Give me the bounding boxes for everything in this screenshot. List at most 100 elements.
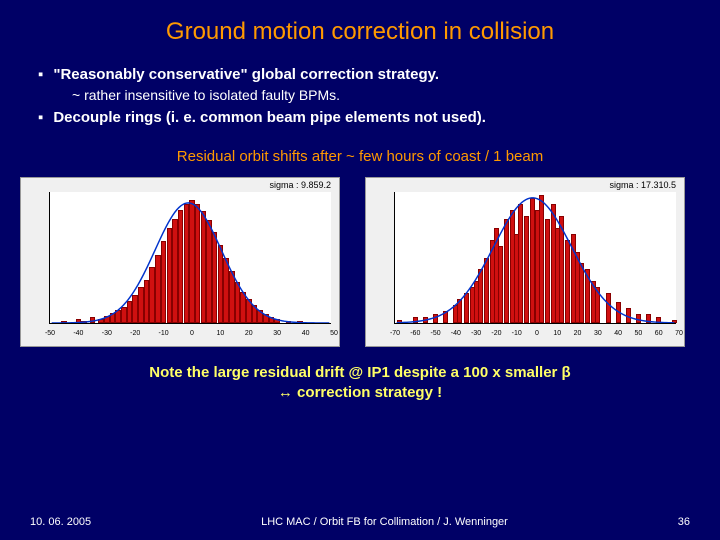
histogram-bar <box>484 258 489 324</box>
x-tick-label: -70 <box>390 330 400 337</box>
histogram-bar <box>565 240 570 323</box>
histogram-bar <box>252 305 258 323</box>
bullet-text: Decouple rings (i. e. common beam pipe e… <box>53 109 486 126</box>
x-tick-label: -40 <box>73 330 83 337</box>
histogram-bar <box>206 220 212 323</box>
footer-page: 36 <box>678 516 690 528</box>
histogram-bar <box>478 269 483 323</box>
x-tick-label: 30 <box>273 330 281 337</box>
histogram-bar <box>257 310 263 323</box>
histogram-bar <box>132 295 138 323</box>
histogram-bar <box>539 195 544 323</box>
x-tick-label: 20 <box>574 330 582 337</box>
histogram-bar <box>656 317 661 323</box>
footer-note: Note the large residual drift @ IP1 desp… <box>0 363 720 402</box>
bullet-marker: ▪ <box>38 109 43 126</box>
sigma-top-text: sigma : 17.310.5 <box>609 180 676 190</box>
histogram-bar <box>397 320 402 323</box>
histogram-bar <box>240 292 246 323</box>
histogram-bar <box>559 216 564 323</box>
x-tick-label: 0 <box>190 330 194 337</box>
histogram-bar <box>518 204 523 323</box>
footer-note-line2: ↔ correction strategy ! <box>278 384 442 401</box>
histogram-bar <box>127 301 133 323</box>
plot-area: -50-40-30-20-1001020304050 <box>49 192 331 324</box>
x-tick-label: 40 <box>302 330 310 337</box>
footer-date: 10. 06. 2005 <box>30 516 91 528</box>
slide-title: Ground motion correction in collision <box>0 0 720 46</box>
x-tick-label: 50 <box>635 330 643 337</box>
histogram-bar <box>212 232 218 323</box>
histogram-bar <box>167 228 173 323</box>
histogram-bar <box>274 319 280 323</box>
histogram-bar <box>646 314 651 323</box>
x-tick-label: 30 <box>594 330 602 337</box>
x-tick-label: -20 <box>491 330 501 337</box>
histogram-bar <box>263 314 269 323</box>
chart-primary-coll: Primary Coll. σ =10 μm sigma : 9.859.2 -… <box>20 175 355 347</box>
histogram-bar <box>61 321 67 323</box>
histogram-bar <box>90 317 96 323</box>
histogram-bar <box>195 204 201 323</box>
histogram-bar <box>223 258 229 324</box>
bullet-list: ▪ "Reasonably conservative" global corre… <box>0 46 720 126</box>
histogram-bar <box>98 319 104 323</box>
bullet-item: ▪ "Reasonably conservative" global corre… <box>38 66 682 83</box>
chart-canvas: sigma : 17.310.5 -70-60-50-40-30-20-1001… <box>365 177 685 347</box>
x-tick-label: 20 <box>245 330 253 337</box>
histogram-bar <box>595 287 600 323</box>
x-tick-label: -30 <box>102 330 112 337</box>
histogram-bar <box>76 319 82 323</box>
x-tick-label: 70 <box>675 330 683 337</box>
histogram-bar <box>636 314 641 323</box>
histogram-bar <box>524 216 529 323</box>
histogram-bar <box>606 293 611 323</box>
x-tick-label: 50 <box>330 330 338 337</box>
histogram-bar <box>235 282 241 323</box>
histogram-bar <box>286 321 292 323</box>
x-tick-label: 0 <box>535 330 539 337</box>
x-tick-label: -10 <box>512 330 522 337</box>
histogram-bar <box>413 317 418 323</box>
histogram-bar <box>81 321 87 323</box>
x-tick-label: -50 <box>431 330 441 337</box>
histogram-bar <box>297 321 303 323</box>
histogram-bar <box>579 263 584 323</box>
histogram-bar <box>115 310 121 323</box>
x-tick-label: 10 <box>553 330 561 337</box>
histogram-bar <box>504 219 509 323</box>
histogram-bar <box>545 219 550 323</box>
sigma-top-text: sigma : 9.859.2 <box>269 180 331 190</box>
histogram-bar <box>104 316 110 323</box>
x-tick-label: -10 <box>159 330 169 337</box>
x-tick-label: 60 <box>655 330 663 337</box>
plot-area: -70-60-50-40-30-20-10010203040506070 <box>394 192 676 324</box>
x-tick-label: -20 <box>130 330 140 337</box>
histogram-bar <box>155 255 161 323</box>
histogram-bar <box>457 299 462 323</box>
histogram-bar <box>149 267 155 323</box>
bullet-text: "Reasonably conservative" global correct… <box>53 66 439 83</box>
bullet-marker: ▪ <box>38 66 43 83</box>
x-tick-label: -40 <box>451 330 461 337</box>
histogram-bar <box>443 311 448 323</box>
histogram-bar <box>269 317 275 323</box>
x-tick-label: -30 <box>471 330 481 337</box>
x-tick-label: 40 <box>614 330 622 337</box>
footer-note-line1: Note the large residual drift @ IP1 desp… <box>149 364 570 381</box>
histogram-bar <box>585 269 590 323</box>
histogram-bar <box>246 299 252 323</box>
x-tick-label: -60 <box>410 330 420 337</box>
histogram-bar <box>423 317 428 323</box>
histogram-bar <box>626 308 631 323</box>
histogram-bar <box>464 293 469 323</box>
sub-bullet: ~ rather insensitive to isolated faulty … <box>72 87 682 103</box>
histogram-bar <box>229 271 235 323</box>
x-tick-label: -50 <box>45 330 55 337</box>
histogram-bar <box>498 246 503 323</box>
histogram-bar <box>172 219 178 323</box>
histogram-bar <box>672 320 677 323</box>
histogram-bar <box>189 200 195 323</box>
histogram-bar <box>433 314 438 323</box>
histogram-bar <box>616 302 621 323</box>
